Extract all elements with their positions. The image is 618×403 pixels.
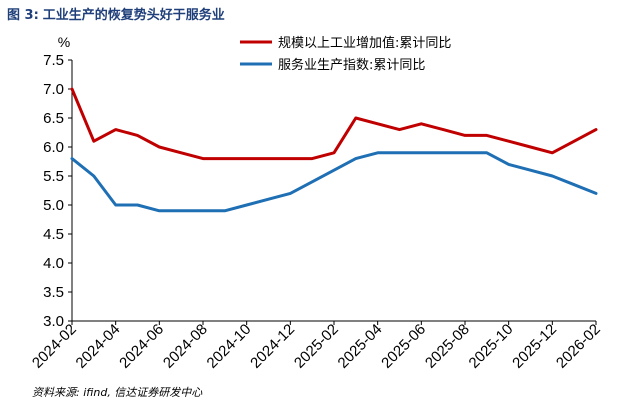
y-tick-label: 5.5 — [43, 168, 64, 185]
x-tick-label: 2025-06 — [378, 321, 429, 372]
y-tick-label: 5.0 — [43, 197, 64, 214]
x-tick-label: 2024-10 — [204, 321, 255, 372]
y-tick-label: 6.5 — [43, 110, 64, 127]
series-line-2 — [70, 151, 598, 213]
legend-label-2: 服务业生产指数:累计同比 — [278, 57, 425, 73]
x-tick-label: 2024-06 — [116, 321, 167, 372]
y-unit-label: % — [58, 34, 70, 50]
y-tick-label: 3.5 — [43, 284, 64, 301]
x-tick-label: 2025-08 — [422, 321, 473, 372]
x-tick-label: 2024-08 — [160, 321, 211, 372]
y-tick-label: 6.0 — [43, 139, 64, 156]
figure-title-text: 工业生产的恢复势头好于服务业 — [42, 8, 225, 23]
y-tick-label: 7.0 — [43, 81, 64, 98]
series-line-1 — [70, 87, 598, 161]
x-tick-label: 2025-04 — [335, 321, 386, 372]
x-tick-label: 2026-02 — [553, 321, 604, 372]
source-note: 资料来源: ifind, 信达证券研发中心 — [32, 386, 203, 399]
x-tick-label: 2025-02 — [291, 321, 342, 372]
legend-label-1: 规模以上工业增加值:累计同比 — [278, 35, 451, 51]
x-tick-label: 2024-12 — [247, 321, 298, 372]
y-tick-label: 4.0 — [43, 255, 64, 272]
x-tick-label: 2025-10 — [466, 321, 517, 372]
chart-series — [70, 87, 598, 213]
y-tick-label: 4.5 — [43, 226, 64, 243]
figure-number: 图 3: — [7, 8, 39, 23]
figure-title: 图 3: 工业生产的恢复势头好于服务业 — [7, 4, 225, 23]
x-tick-label: 2025-12 — [509, 321, 560, 372]
x-tick-label: 2024-04 — [73, 321, 124, 372]
y-tick-label: 3.0 — [43, 313, 64, 330]
y-tick-label: 7.5 — [43, 52, 64, 69]
